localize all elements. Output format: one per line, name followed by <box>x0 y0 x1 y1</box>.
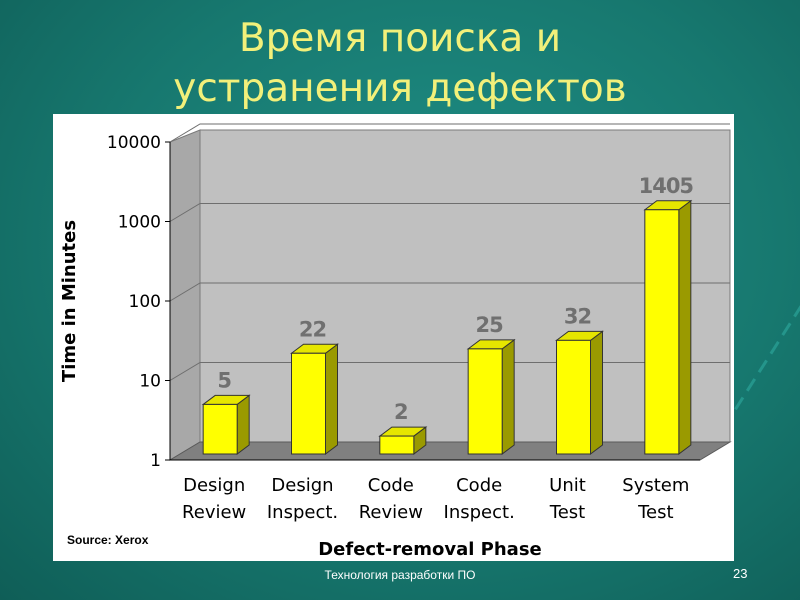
bar-side <box>678 199 692 455</box>
slide-title: Время поиска и устранения дефектов <box>0 14 800 114</box>
bar <box>202 403 238 455</box>
bar-data-label: 5 <box>217 368 231 392</box>
source-note: Source: Xerox <box>67 533 149 547</box>
plot-side-wall <box>169 129 201 461</box>
bar <box>644 209 680 455</box>
bar-data-label: 25 <box>476 313 504 337</box>
x-category-label: Review <box>359 502 423 523</box>
x-category-label: Test <box>637 502 673 523</box>
bar <box>379 435 415 455</box>
bar-side <box>236 394 250 455</box>
bar <box>291 352 326 455</box>
x-category-label: Test <box>549 502 585 523</box>
x-category-label: Code <box>368 475 414 496</box>
x-category-label: Inspect. <box>267 502 338 523</box>
x-category-label: System <box>622 475 689 496</box>
x-category-label: Review <box>182 502 246 523</box>
bar-side <box>325 343 338 455</box>
bar-data-label: 22 <box>299 317 326 341</box>
slide-title-line-2: устранения дефектов <box>173 66 627 111</box>
bar-data-label: 2 <box>394 400 408 424</box>
slide-title-line-1: Время поиска и <box>238 16 562 61</box>
y-tick-label: 1 <box>150 451 161 471</box>
chart-panel: 10000 1000 100 10 1 5 Design Review 22 Design Insp… <box>53 114 734 561</box>
x-category-label: Inspect. <box>444 502 515 523</box>
y-tick-label: 1000 <box>118 213 161 233</box>
bar-data-label: 1405 <box>639 174 694 198</box>
bar-side <box>501 338 515 455</box>
bar-data-label: 32 <box>564 304 591 328</box>
x-axis-title: Defect-removal Phase <box>318 539 542 560</box>
x-category-label: Unit <box>549 475 586 496</box>
gridline <box>169 123 730 143</box>
page-number: 23 <box>733 566 748 581</box>
footer-text: Технология разработки ПО <box>324 568 476 582</box>
bar <box>556 339 591 455</box>
gridline <box>169 282 730 302</box>
bar-side <box>590 330 603 455</box>
y-tick-label: 10000 <box>107 133 161 153</box>
x-category-label: Code <box>456 475 502 496</box>
bar-chart: 10000 1000 100 10 1 5 Design Review 22 Design Insp… <box>59 123 732 560</box>
x-category-label: Design <box>271 475 333 496</box>
gridline <box>169 362 730 381</box>
bar <box>467 348 503 455</box>
x-category-label: Design <box>183 475 245 496</box>
y-tick-label: 100 <box>129 292 161 312</box>
y-axis-title: Time in Minutes <box>59 220 80 382</box>
y-tick-label: 10 <box>139 372 161 392</box>
gridline <box>169 203 730 222</box>
